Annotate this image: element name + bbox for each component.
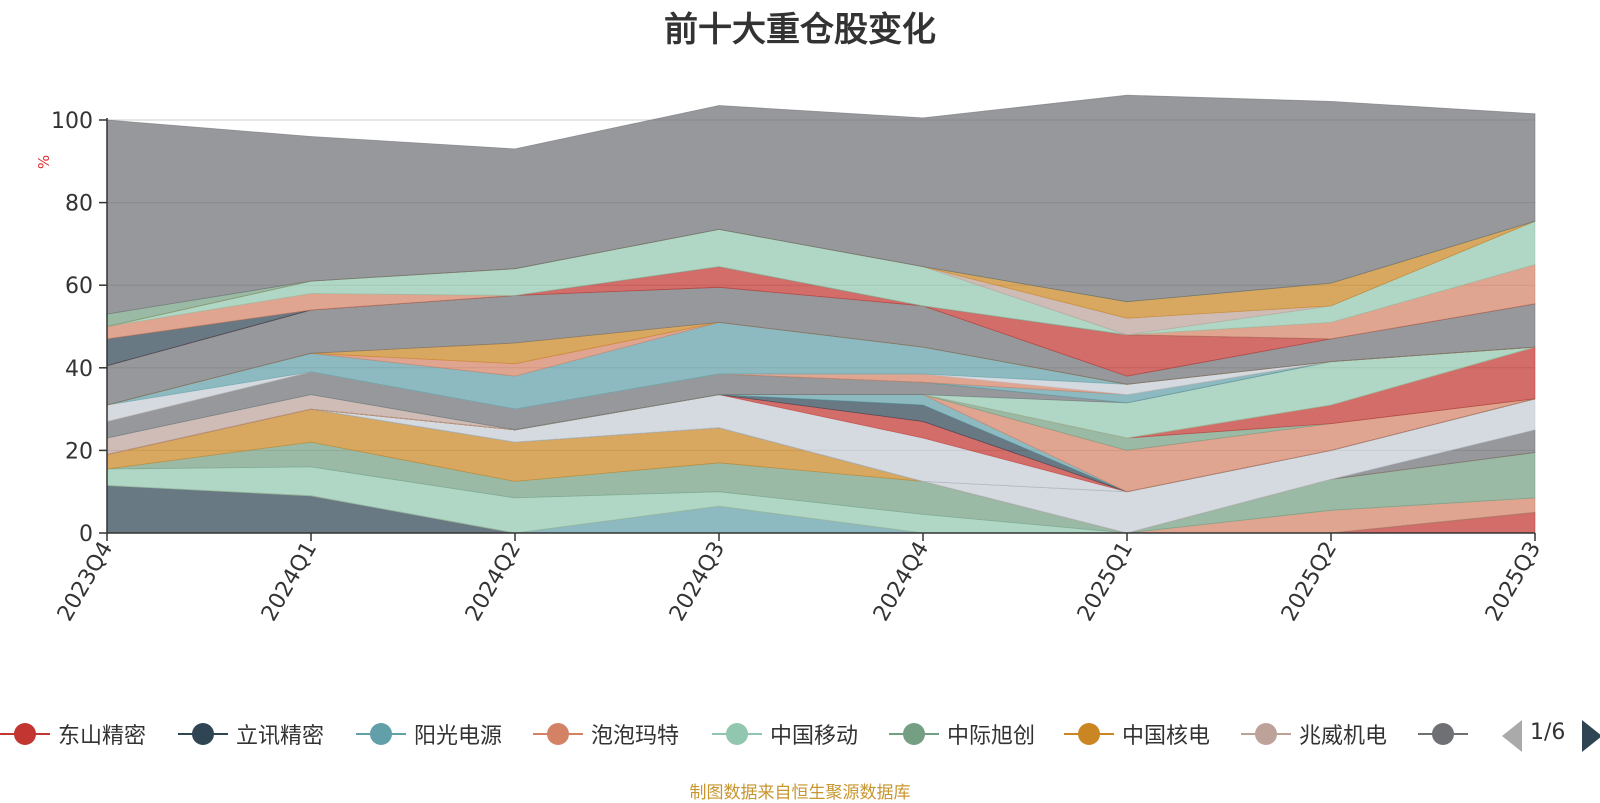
legend-marker-icon	[1418, 723, 1468, 745]
legend-prev-arrow-icon[interactable]	[1502, 720, 1522, 752]
legend-item[interactable]: 东山精密	[0, 712, 146, 756]
area-layer	[106, 94, 1536, 534]
legend-marker-icon	[1241, 723, 1291, 745]
legend-item[interactable]	[1418, 712, 1468, 756]
y-tick-label: 40	[65, 357, 93, 382]
y-axis-unit: %	[35, 155, 53, 169]
legend-item[interactable]: 中国移动	[712, 712, 858, 756]
legend-marker-icon	[712, 723, 762, 745]
x-tick-label: 2024Q2	[461, 538, 526, 626]
legend-item[interactable]: 中际旭创	[889, 712, 1035, 756]
legend-label: 东山精密	[58, 724, 147, 749]
chart-title: 前十大重仓股变化	[664, 10, 936, 50]
y-tick-label: 100	[51, 109, 93, 134]
legend-label: 阳光电源	[414, 724, 503, 749]
legend: 东山精密 立讯精密 阳光电源 泡泡玛特 中国移动 中际旭创 中国核电 兆威机电	[0, 712, 1600, 756]
legend-item[interactable]: 阳光电源	[356, 712, 502, 756]
legend-marker-icon	[1064, 723, 1114, 745]
data-source-note: 制图数据来自恒生聚源数据库	[689, 783, 911, 803]
x-tick-label: 2025Q2	[1277, 538, 1342, 626]
y-tick-label: 20	[65, 439, 93, 464]
legend-item[interactable]: 中国核电	[1064, 712, 1210, 756]
x-tick-label: 2025Q1	[1073, 538, 1138, 626]
x-tick-label: 2024Q3	[665, 538, 730, 626]
legend-label: 立讯精密	[236, 724, 325, 749]
legend-label: 兆威机电	[1299, 724, 1388, 749]
area-chart: 0 20 40 60 80 100 2023Q4 2024Q1 2024Q2 2024Q3 2024…	[35, 94, 1546, 626]
legend-page-indicator: 1/6	[1530, 720, 1566, 745]
x-tick-label: 2025Q3	[1481, 538, 1546, 626]
area-series-36[interactable]	[106, 94, 1536, 315]
y-tick-label: 80	[65, 192, 93, 217]
legend-marker-icon	[0, 723, 50, 745]
legend-label: 泡泡玛特	[591, 724, 680, 749]
x-tick-label: 2024Q1	[257, 538, 322, 626]
legend-item[interactable]: 泡泡玛特	[533, 712, 679, 756]
x-tick-label: 2023Q4	[53, 538, 118, 626]
legend-next-arrow-icon[interactable]	[1582, 720, 1600, 752]
x-tick-label: 2024Q4	[869, 538, 934, 626]
y-tick-label: 60	[65, 274, 93, 299]
legend-marker-icon	[889, 723, 939, 745]
legend-marker-icon	[178, 723, 228, 745]
legend-item[interactable]: 兆威机电	[1241, 712, 1387, 756]
legend-marker-icon	[533, 723, 583, 745]
legend-item[interactable]: 立讯精密	[178, 712, 324, 756]
legend-label: 中国移动	[770, 724, 859, 749]
legend-label: 中国核电	[1122, 724, 1211, 749]
legend-marker-icon	[356, 723, 406, 745]
y-tick-label: 0	[79, 522, 93, 547]
legend-label: 中际旭创	[947, 724, 1036, 749]
legend-pager: 1/6	[1500, 718, 1600, 754]
